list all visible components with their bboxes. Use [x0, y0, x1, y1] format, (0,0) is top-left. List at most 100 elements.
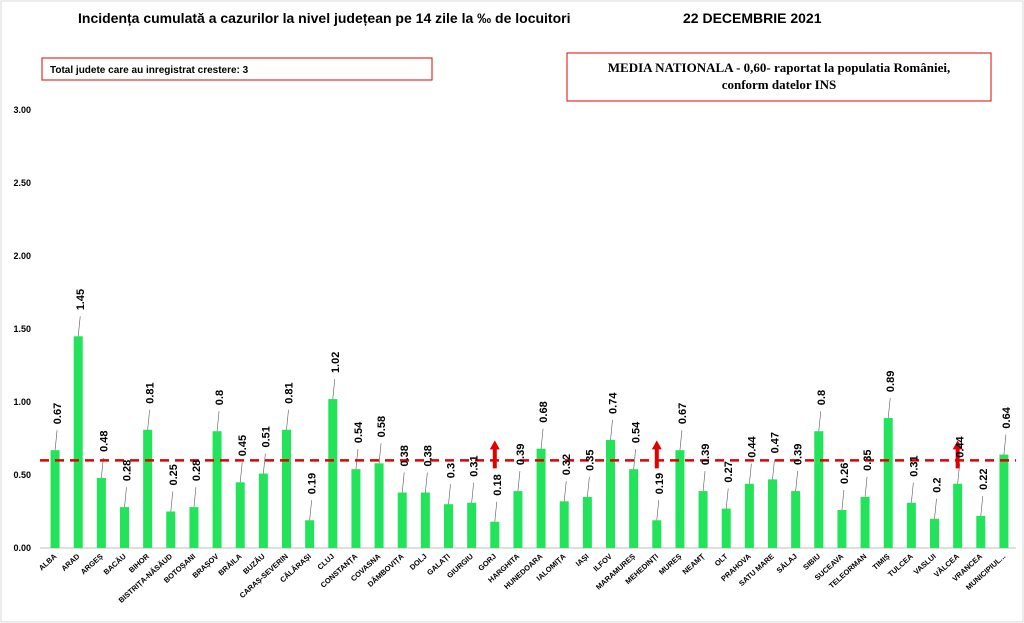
bar [791, 491, 801, 548]
bar [536, 448, 546, 548]
bar [837, 510, 847, 548]
value-label: 0.67 [52, 403, 64, 424]
chart-title: Incidența cumulată a cazurilor la nivel … [78, 10, 570, 26]
value-label: 0.51 [260, 426, 272, 447]
y-axis: 0.00 0.50 1.00 1.50 2.00 2.50 3.00 [13, 105, 1016, 553]
bar [143, 429, 153, 548]
bar [444, 504, 453, 548]
leader-line [934, 498, 937, 519]
leader-lines [54, 316, 1007, 522]
value-label: 0.74 [608, 392, 620, 414]
value-label: 0.18 [492, 474, 504, 495]
value-label: 0.39 [700, 444, 712, 465]
leader-line [772, 459, 775, 480]
y-tick-label: 1.50 [13, 324, 31, 334]
leader-line [679, 430, 683, 451]
bar [328, 399, 338, 548]
bar [351, 469, 361, 548]
leader-line [841, 490, 845, 511]
bar [258, 473, 268, 548]
value-label: 0.8 [214, 390, 226, 405]
bar [120, 507, 129, 548]
increase-arrow-icon [651, 440, 662, 469]
bar [930, 518, 939, 548]
y-tick-label: 0.50 [13, 470, 31, 480]
bars [50, 336, 1009, 548]
leader-line [540, 428, 544, 449]
value-label: 0.31 [469, 455, 481, 476]
leader-line [263, 453, 266, 474]
increase-arrow-icon [489, 440, 500, 469]
value-label: 0.28 [122, 460, 134, 481]
value-label: 0.35 [862, 449, 874, 470]
leader-line [425, 472, 428, 493]
bar [397, 492, 407, 548]
bar [305, 520, 315, 548]
bar [906, 502, 916, 548]
bar [744, 483, 754, 548]
leader-line [124, 487, 127, 508]
value-label: 0.54 [353, 421, 365, 443]
value-label: 0.32 [561, 454, 573, 475]
value-label: 0.3 [446, 463, 458, 478]
bar [652, 520, 662, 548]
bar [675, 450, 685, 548]
value-label: 0.31 [908, 455, 920, 476]
leader-line [911, 482, 914, 503]
value-label: 0.68 [538, 401, 550, 422]
value-label: 0.64 [1001, 406, 1013, 428]
leader-line [77, 316, 81, 337]
bar [559, 501, 569, 548]
bar [374, 463, 384, 548]
leader-line [610, 419, 613, 440]
bar [282, 429, 291, 548]
value-label: 0.67 [677, 403, 689, 424]
national-average-line2: conform datelor INS [722, 77, 837, 92]
value-label: 0.39 [515, 444, 527, 465]
bar [513, 491, 523, 548]
leader-line [239, 462, 243, 483]
leader-line [378, 443, 382, 464]
value-labels: 0.67 1.45 0.48 0.28 0.81 0.25 0.28 0.8 0.45 0.51 0… [52, 289, 1013, 496]
bar [73, 336, 83, 548]
leader-line [309, 500, 312, 521]
bar [50, 450, 60, 548]
bar [629, 469, 639, 548]
bar [212, 431, 222, 548]
leader-line [980, 495, 984, 516]
value-label: 0.54 [631, 421, 643, 443]
national-average-line1: MEDIA NATIONALA - 0,60- raportat la popu… [608, 60, 950, 75]
bar [606, 439, 615, 548]
bar [768, 479, 777, 548]
value-label: 0.58 [376, 416, 388, 437]
leader-line [633, 449, 636, 470]
leader-line [517, 471, 521, 492]
leader-line [563, 481, 567, 502]
value-label: 0.48 [98, 430, 110, 451]
increase-count-text: Total judete care au inregistrat crester… [50, 65, 249, 76]
value-label: 0.47 [770, 432, 782, 453]
value-label: 0.45 [237, 435, 249, 456]
leader-line [216, 411, 220, 432]
national-average-frame [566, 52, 992, 102]
bar [189, 507, 199, 548]
leader-line [587, 476, 590, 497]
bar [698, 491, 708, 548]
value-label: 0.28 [191, 460, 203, 481]
bar [490, 521, 500, 548]
value-label: 0.2 [932, 478, 944, 493]
leader-line [147, 409, 150, 430]
value-label: 0.19 [654, 473, 666, 494]
y-tick-label: 2.00 [13, 251, 31, 261]
bar [235, 482, 245, 548]
value-label: 0.81 [284, 382, 296, 403]
increase-count-box: Total judete care au inregistrat crester… [41, 57, 433, 81]
leader-line [702, 471, 706, 492]
leader-line [749, 463, 752, 484]
leader-line [494, 501, 498, 522]
value-label: 1.02 [330, 352, 342, 373]
bar [999, 454, 1009, 548]
value-label: 0.89 [885, 371, 897, 392]
bar [96, 477, 106, 548]
leader-line [170, 491, 174, 512]
